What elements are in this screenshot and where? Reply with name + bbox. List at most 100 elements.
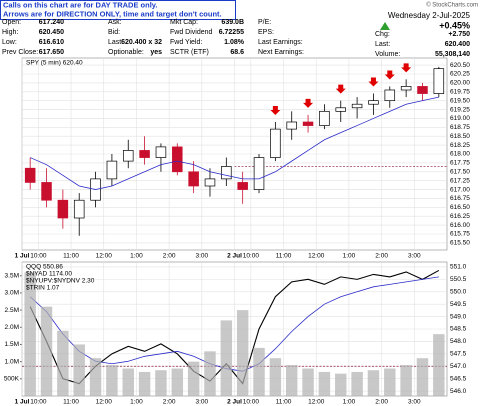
notice-line: Arrows are for DIRECTION ONLY, time and … xyxy=(3,9,222,18)
candle-body xyxy=(270,128,281,158)
volume-bar xyxy=(433,334,445,396)
x-tick-label: 3:00 xyxy=(408,253,421,260)
field-value: 639.0B xyxy=(221,19,244,26)
field-value: +2.750 xyxy=(448,31,470,38)
x-tick-label: 11:00 xyxy=(276,253,292,260)
field-value: 620.400 x 32 xyxy=(121,39,162,46)
field-value: 620.400 xyxy=(445,41,470,48)
y2-tick-label: 3.0M xyxy=(5,290,19,297)
y-tick-label: 618.50 xyxy=(450,133,470,140)
y-tick-label: 616.25 xyxy=(450,213,470,220)
x-tick-label: 3:00 xyxy=(195,253,208,260)
y-tick-label: 549.0 xyxy=(450,313,467,320)
candle-body xyxy=(155,146,167,158)
credit: © StockCharts.com xyxy=(426,2,478,9)
volume-bar xyxy=(155,370,167,396)
field-label: Ask: xyxy=(108,19,122,26)
volume-bar xyxy=(253,347,265,396)
date: Wednesday 2-Jul-2025 xyxy=(388,11,471,20)
field-value: 620.450 xyxy=(39,29,64,36)
y-tick-label: 616.75 xyxy=(450,195,470,202)
y-tick-label: 616.50 xyxy=(450,204,470,211)
candle-body xyxy=(24,167,36,183)
direction-arrow xyxy=(335,84,346,94)
volume-bar xyxy=(89,358,102,396)
field-value: 616.610 xyxy=(39,39,64,46)
candle-body xyxy=(172,146,183,173)
volume-bar xyxy=(302,368,314,396)
x-tick-label: 10:00 xyxy=(243,399,260,406)
candle-body xyxy=(139,150,150,158)
field-label: Last: xyxy=(375,41,390,48)
volume-bar xyxy=(220,320,233,396)
candle-body xyxy=(57,199,69,219)
legend: $NYUPV:$NYDNV 2.30 xyxy=(26,278,95,285)
direction-arrow xyxy=(303,98,314,108)
x-tick-label: 1:00 xyxy=(130,399,143,406)
volume-bar xyxy=(122,368,134,396)
field-label: Open: xyxy=(2,19,21,26)
change-percent: +0.45% xyxy=(439,20,470,30)
y-tick-label: 550.5 xyxy=(450,276,467,283)
y2-tick-label: 2.0M xyxy=(5,324,19,331)
notice-line: Calls on this chart are for DAY TRADE on… xyxy=(3,0,157,9)
legend: SPY (5 min) 620.40 xyxy=(26,60,83,67)
legend: $NYAD 1174.00 xyxy=(26,271,72,278)
y2-tick-label: 1.0M xyxy=(5,358,19,365)
x-tick-label: 1:00 xyxy=(130,253,143,260)
x-tick-label: 2:00 xyxy=(163,399,176,406)
y-tick-label: 618.00 xyxy=(450,151,470,158)
candle-body xyxy=(400,86,412,91)
y-tick-label: 617.75 xyxy=(450,160,470,167)
x-tick-label: 12:00 xyxy=(308,399,325,406)
y-tick-label: 547.0 xyxy=(450,363,467,370)
field-label: Last: xyxy=(108,39,123,46)
candle-body xyxy=(122,150,134,162)
x-tick-label: 2:00 xyxy=(163,253,176,260)
legend: $TRIN 1.07 xyxy=(26,285,60,292)
x-tick-label: 10:00 xyxy=(30,399,47,406)
volume-bar xyxy=(285,365,298,396)
field-label: EPS: xyxy=(258,29,274,36)
y-tick-label: 616.00 xyxy=(450,222,470,229)
candle-body xyxy=(368,100,379,105)
y-tick-label: 617.50 xyxy=(450,168,470,175)
field-label: Prev Close: xyxy=(2,49,38,56)
direction-arrow xyxy=(368,77,379,87)
notice-box xyxy=(0,0,236,20)
field-label: Next Earnings: xyxy=(258,49,304,56)
volume-bar xyxy=(351,371,363,396)
up-arrow-icon xyxy=(380,22,390,30)
direction-arrow xyxy=(270,106,281,115)
volume-bar xyxy=(236,310,249,396)
y-tick-label: 619.25 xyxy=(450,106,470,113)
y2-tick-label: 500K xyxy=(4,376,20,383)
y-tick-label: 618.25 xyxy=(450,142,470,149)
field-label: Fwd Dividend xyxy=(170,29,213,36)
volume-bar xyxy=(171,368,184,396)
x-tick-label: 3:00 xyxy=(408,399,421,406)
volume-bar xyxy=(416,358,429,396)
field-label: Bid: xyxy=(108,29,120,36)
field-label: Last Earnings: xyxy=(258,39,303,46)
field-value: 1.08% xyxy=(224,39,245,46)
candle-body xyxy=(286,121,297,130)
field-label: High: xyxy=(2,29,18,36)
volume-bar xyxy=(57,330,69,396)
volume-bar xyxy=(73,344,85,396)
x-tick-label: 1:00 xyxy=(343,253,356,260)
candle-body xyxy=(188,171,199,187)
field-label: SCTR (ETF) xyxy=(170,49,209,56)
y-tick-label: 618.75 xyxy=(450,124,470,131)
field-label: Fwd Yield: xyxy=(170,39,202,46)
volume-bar xyxy=(400,365,412,396)
x-tick-label: 10:00 xyxy=(30,253,47,260)
x-tick-label: 3:00 xyxy=(195,399,208,406)
y-tick-label: 619.50 xyxy=(450,97,470,104)
candle-body xyxy=(73,199,85,219)
direction-arrow xyxy=(384,70,395,80)
x-tick-label: 1 Jul xyxy=(15,399,30,406)
candle-body xyxy=(221,166,232,180)
volume-bar xyxy=(335,373,347,396)
y-tick-label: 615.50 xyxy=(450,240,470,247)
